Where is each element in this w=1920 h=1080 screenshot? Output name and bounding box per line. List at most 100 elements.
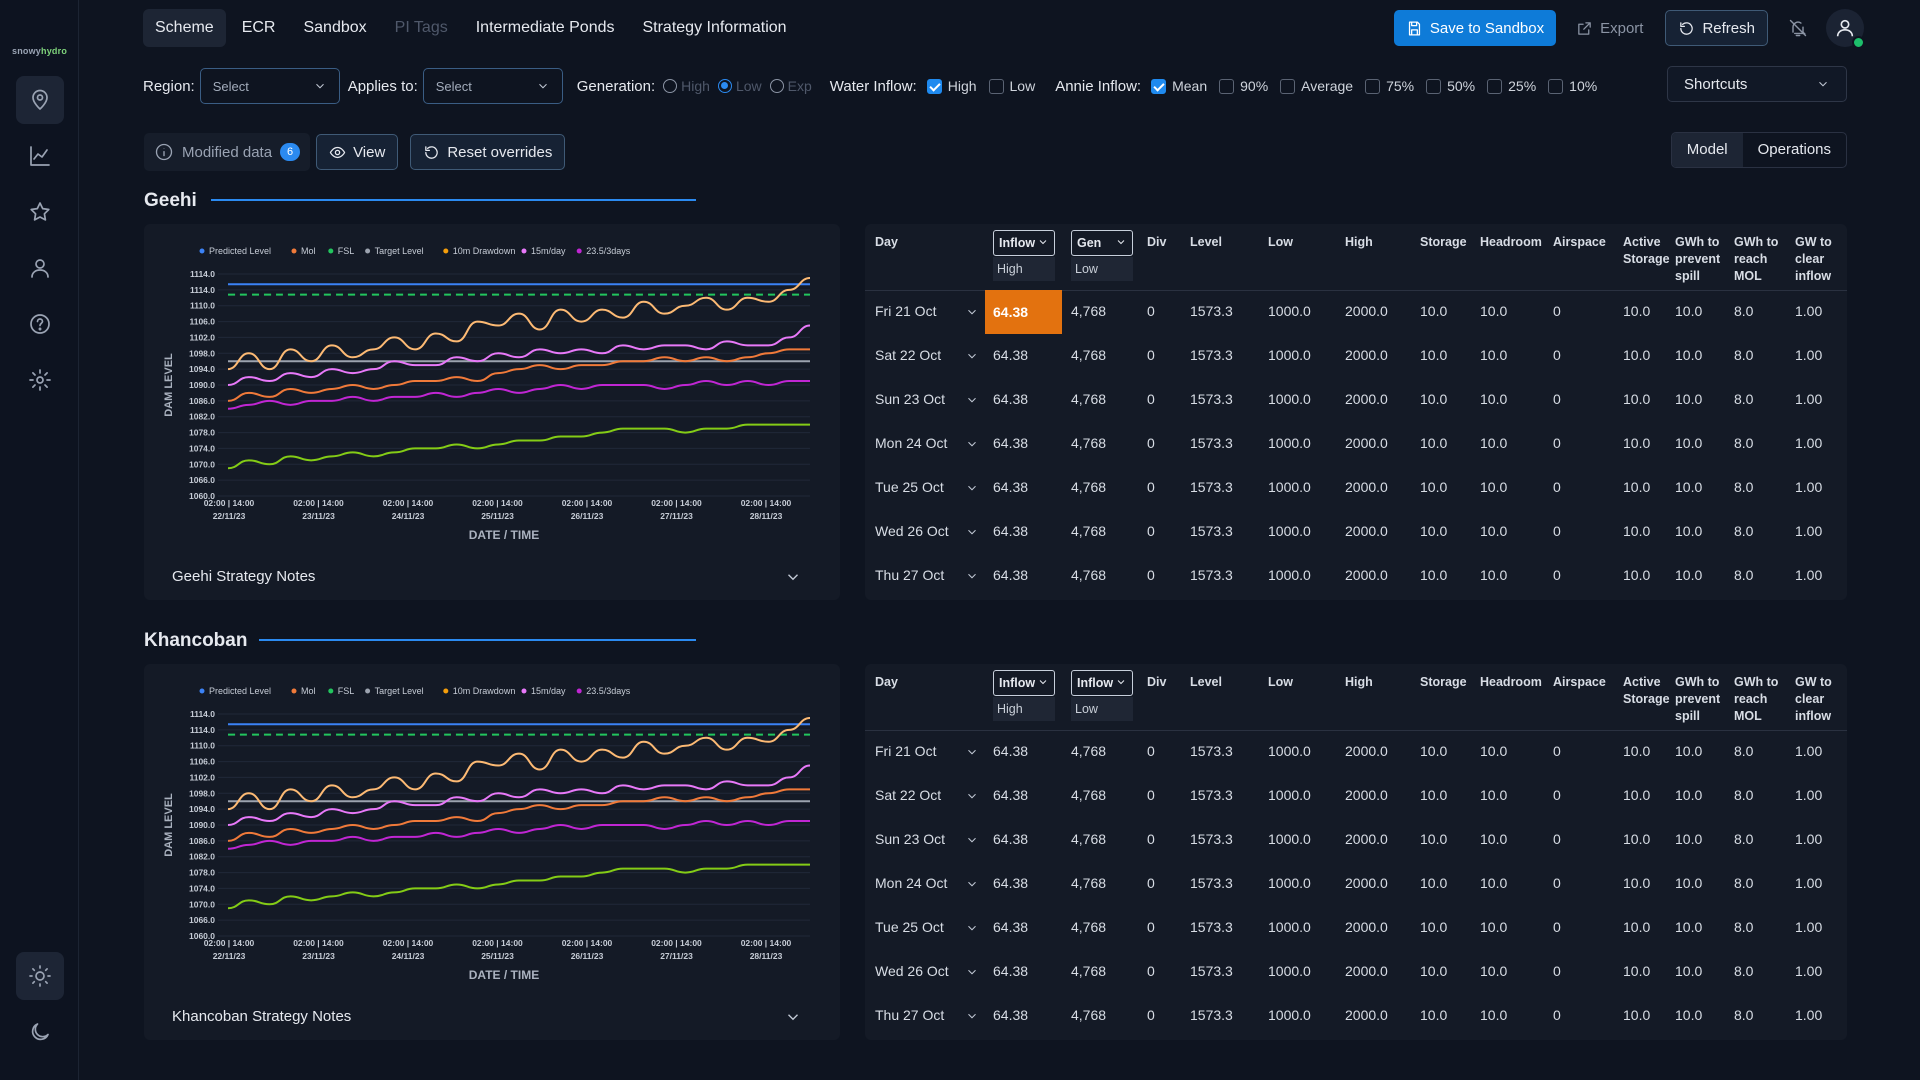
reset-overrides-button[interactable]: Reset overrides <box>410 134 566 170</box>
tab-intermediate-ponds[interactable]: Intermediate Ponds <box>475 19 615 36</box>
row-expand-toggle[interactable] <box>965 1009 979 1023</box>
table-cell[interactable]: 64.38 <box>993 963 1029 979</box>
row-expand-toggle[interactable] <box>965 833 979 847</box>
row-expand-toggle[interactable] <box>965 349 979 363</box>
annie-25-checkbox[interactable]: 25% <box>1487 78 1536 94</box>
annie-90-checkbox[interactable]: 90% <box>1219 78 1268 94</box>
view-button[interactable]: View <box>316 134 399 170</box>
generation-radio-high[interactable]: High <box>663 78 710 94</box>
table-cell: 0 <box>1147 435 1155 451</box>
row-expand-toggle[interactable] <box>965 877 979 891</box>
checkbox-icon <box>1487 78 1503 94</box>
row-expand-toggle[interactable] <box>965 437 979 451</box>
export-button[interactable]: Export <box>1564 10 1655 46</box>
column-select-col2[interactable]: Inflow <box>993 670 1055 696</box>
applies-to-select[interactable]: Select <box>422 68 563 104</box>
sidebar-item-trends[interactable] <box>16 132 64 180</box>
column-select-col3[interactable]: Gen <box>1071 230 1133 256</box>
tab-strategy-information[interactable]: Strategy Information <box>642 19 787 36</box>
row-expand-toggle[interactable] <box>965 481 979 495</box>
save-to-sandbox-button[interactable]: Save to Sandbox <box>1393 10 1557 46</box>
table-cell[interactable]: 64.38 <box>993 435 1029 451</box>
water-inflow-label: Water Inflow: <box>829 77 917 95</box>
table-cell[interactable]: 64.38 <box>993 567 1029 583</box>
table-cell[interactable]: 64.38 <box>993 523 1029 539</box>
user-avatar[interactable] <box>1826 9 1865 49</box>
region-select[interactable]: Select <box>199 68 340 104</box>
tab-ecr[interactable]: ECR <box>241 19 276 36</box>
column-select-col3[interactable]: Inflow <box>1071 670 1133 696</box>
row-day: Mon 24 Oct <box>875 435 948 451</box>
table-cell[interactable]: 64.38 <box>993 875 1029 891</box>
star-icon <box>30 202 50 221</box>
sidebar-item-favourites[interactable] <box>16 188 64 236</box>
table-cell[interactable]: 4,768 <box>1071 435 1107 451</box>
refresh-button[interactable]: Refresh <box>1665 10 1768 46</box>
operations-toggle-button[interactable]: Operations <box>1757 141 1831 158</box>
generation-radio-exp[interactable]: Exp <box>769 78 812 94</box>
table-cell: 0 <box>1553 963 1561 979</box>
annie-average-checkbox[interactable]: Average <box>1280 78 1353 94</box>
table-cell[interactable]: 64.38 <box>993 787 1029 803</box>
brand-logo: snowyhydro <box>12 46 68 56</box>
row-expand-toggle[interactable] <box>965 745 979 759</box>
table-cell[interactable]: 64.38 <box>993 919 1029 935</box>
annie-75-checkbox[interactable]: 75% <box>1365 78 1414 94</box>
column-select-col2[interactable]: Inflow <box>993 230 1055 256</box>
strategy-notes-toggle[interactable]: Khancoban Strategy Notes <box>172 1008 802 1030</box>
table-cell: 0 <box>1553 743 1561 759</box>
modified-data-bar: Modified data 6 View Reset overrides <box>144 133 566 171</box>
table-cell[interactable]: 4,768 <box>1071 743 1107 759</box>
row-expand-toggle[interactable] <box>965 921 979 935</box>
tab-sandbox[interactable]: Sandbox <box>303 19 367 36</box>
row-expand-toggle[interactable] <box>965 525 979 539</box>
table-cell[interactable]: 4,768 <box>1071 875 1107 891</box>
table-cell[interactable]: 4,768 <box>1071 919 1107 935</box>
notifications-button[interactable] <box>1780 10 1816 46</box>
table-cell[interactable]: 4,768 <box>1071 963 1107 979</box>
table-cell[interactable]: 4,768 <box>1071 1007 1107 1023</box>
table-cell[interactable]: 64.38 <box>993 391 1029 407</box>
table-cell[interactable]: 64.38 <box>993 831 1029 847</box>
legend-label: 23.5/3days <box>586 686 631 696</box>
legend-item: 23.5/3days <box>576 686 631 696</box>
table-cell[interactable]: 4,768 <box>1071 567 1107 583</box>
table-cell[interactable]: 64.38 <box>993 479 1029 495</box>
x-tick-date: 23/11/23 <box>302 511 335 521</box>
water-inflow-low-checkbox[interactable]: Low <box>988 78 1035 94</box>
table-cell[interactable]: 4,768 <box>1071 347 1107 363</box>
table-cell[interactable]: 4,768 <box>1071 831 1107 847</box>
row-expand-toggle[interactable] <box>965 569 979 583</box>
shortcuts-select[interactable]: Shortcuts <box>1667 66 1847 102</box>
table-cell[interactable]: 64.38 <box>993 743 1029 759</box>
light-mode-button[interactable] <box>16 952 64 1000</box>
sidebar-item-help[interactable] <box>16 300 64 348</box>
inflow-cell-highlighted[interactable]: 64.38 <box>985 290 1062 334</box>
table-cell[interactable]: 4,768 <box>1071 787 1107 803</box>
x-tick-time: 02:00 | 14:00 <box>472 938 523 948</box>
row-expand-toggle[interactable] <box>965 789 979 803</box>
table-cell[interactable]: 4,768 <box>1071 523 1107 539</box>
table-cell[interactable]: 64.38 <box>993 1007 1029 1023</box>
tab-scheme[interactable]: Scheme <box>143 9 226 47</box>
sidebar-item-users[interactable] <box>16 244 64 292</box>
checkbox-label: 10% <box>1569 78 1598 94</box>
model-toggle-button[interactable]: Model <box>1671 133 1743 167</box>
dark-mode-button[interactable] <box>16 1008 64 1056</box>
row-expand-toggle[interactable] <box>965 393 979 407</box>
strategy-notes-toggle[interactable]: Geehi Strategy Notes <box>172 568 802 590</box>
row-expand-toggle[interactable] <box>965 305 979 319</box>
water-inflow-high-checkbox[interactable]: High <box>926 78 977 94</box>
row-expand-toggle[interactable] <box>965 965 979 979</box>
table-cell[interactable]: 4,768 <box>1071 303 1107 319</box>
sidebar-item-map[interactable] <box>16 76 64 124</box>
table-cell[interactable]: 4,768 <box>1071 479 1107 495</box>
annie-50-checkbox[interactable]: 50% <box>1426 78 1475 94</box>
annie-mean-checkbox[interactable]: Mean <box>1151 78 1207 94</box>
sidebar-item-settings[interactable] <box>16 356 64 404</box>
annie-10-checkbox[interactable]: 10% <box>1548 78 1597 94</box>
table-cell[interactable]: 4,768 <box>1071 391 1107 407</box>
generation-radio-low[interactable]: Low <box>717 78 762 94</box>
table-cell[interactable]: 64.38 <box>993 347 1029 363</box>
legend-marker <box>199 248 205 254</box>
